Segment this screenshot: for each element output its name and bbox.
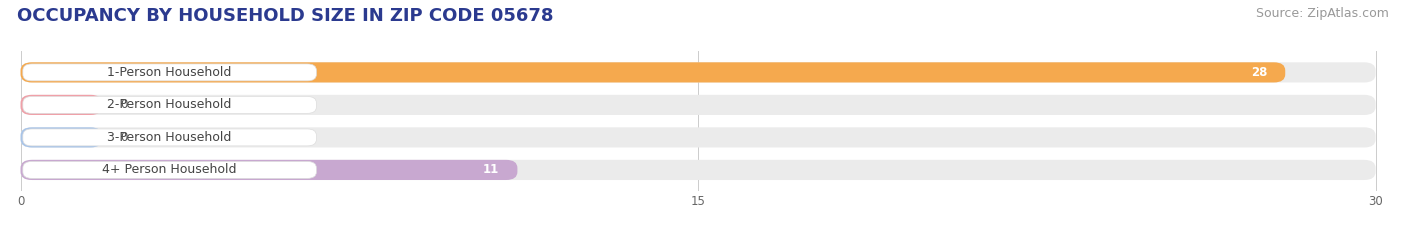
FancyBboxPatch shape: [21, 160, 1375, 180]
Text: 0: 0: [120, 98, 128, 111]
FancyBboxPatch shape: [22, 96, 316, 113]
Text: 1-Person Household: 1-Person Household: [107, 66, 232, 79]
Text: 4+ Person Household: 4+ Person Household: [103, 163, 236, 176]
Text: 2-Person Household: 2-Person Household: [107, 98, 232, 111]
FancyBboxPatch shape: [22, 64, 316, 81]
Text: 0: 0: [120, 131, 128, 144]
Text: 28: 28: [1251, 66, 1267, 79]
FancyBboxPatch shape: [21, 160, 517, 180]
FancyBboxPatch shape: [22, 129, 316, 146]
Text: 3-Person Household: 3-Person Household: [107, 131, 232, 144]
Text: 11: 11: [484, 163, 499, 176]
FancyBboxPatch shape: [21, 95, 101, 115]
FancyBboxPatch shape: [21, 62, 1375, 82]
Text: OCCUPANCY BY HOUSEHOLD SIZE IN ZIP CODE 05678: OCCUPANCY BY HOUSEHOLD SIZE IN ZIP CODE …: [17, 7, 554, 25]
FancyBboxPatch shape: [21, 62, 1285, 82]
FancyBboxPatch shape: [21, 95, 1375, 115]
FancyBboxPatch shape: [21, 127, 1375, 147]
Text: Source: ZipAtlas.com: Source: ZipAtlas.com: [1256, 7, 1389, 20]
FancyBboxPatch shape: [21, 127, 101, 147]
FancyBboxPatch shape: [22, 161, 316, 178]
